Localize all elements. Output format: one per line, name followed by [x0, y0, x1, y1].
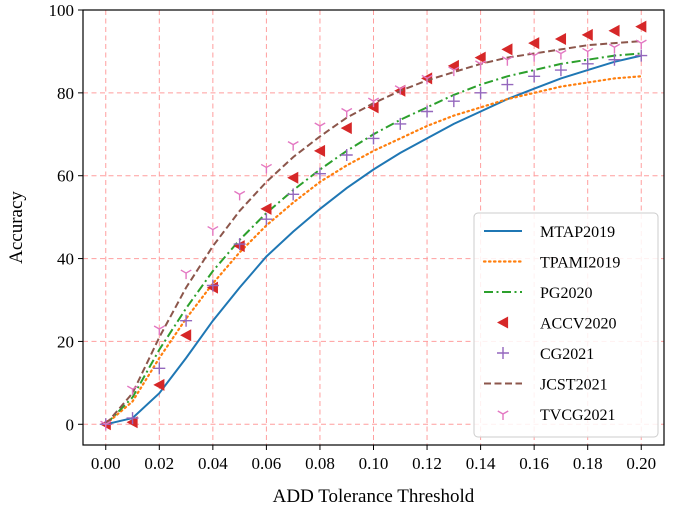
x-tick-label: 0.12 — [412, 454, 442, 473]
y-tick-label: 100 — [49, 1, 75, 20]
y-tick-label: 0 — [66, 415, 75, 434]
legend: MTAP2019 TPAMI2019 PG2020 ACCV2020 CG2021 JCS… — [473, 212, 659, 438]
x-tick-label: 0.06 — [252, 454, 282, 473]
accv2020-point — [501, 43, 513, 56]
cg2021-point — [635, 49, 648, 62]
accv2020-point — [554, 33, 567, 45]
x-tick-label: 0.00 — [91, 454, 121, 473]
cg2021-point — [447, 95, 460, 108]
legend-label-pg2020: PG2020 — [540, 285, 592, 302]
cg2021-point — [581, 57, 594, 70]
cg2021-point — [233, 238, 246, 251]
x-tick-label: 0.08 — [305, 454, 335, 473]
cg2021-point — [421, 105, 434, 118]
axis-ticks: 0.00 0.02 0.04 0.06 0.08 0.10 0.12 0.14 0.16 0.18… — [49, 1, 657, 473]
x-tick-label: 0.14 — [466, 454, 496, 473]
tvcg2021-point — [207, 225, 219, 236]
x-tick-label: 0.02 — [144, 454, 174, 473]
legend-label-jcst2021: JCST2021 — [540, 377, 608, 394]
legend-label-mtap2019: MTAP2019 — [540, 224, 615, 241]
accv2020-point — [474, 51, 486, 64]
tvcg2021-point — [448, 66, 460, 77]
tvcg2021-point — [501, 56, 513, 66]
cg2021-point — [501, 78, 514, 91]
legend-marker-cg2021 — [497, 347, 509, 359]
tvcg2021-point — [635, 39, 647, 50]
y-tick-label: 80 — [57, 84, 74, 103]
tvcg2021-point — [180, 269, 192, 280]
y-axis-title: Accuracy — [6, 191, 27, 264]
tvcg2021-point — [475, 60, 487, 70]
cg2021-point — [260, 213, 273, 226]
cg2021-point — [287, 188, 300, 201]
tvcg2021-point — [100, 420, 112, 431]
x-tick-label: 0.04 — [198, 454, 228, 473]
tvcg2021-point — [314, 122, 326, 132]
legend-label-cg2021: CG2021 — [540, 346, 594, 363]
tvcg2021-point — [394, 85, 406, 95]
legend-box — [473, 212, 659, 438]
cg2021-point — [126, 412, 139, 425]
accv2020-point — [313, 144, 326, 157]
y-tick-label: 40 — [57, 250, 74, 269]
tvcg2021-point — [260, 163, 272, 174]
cg2021-point — [394, 117, 407, 130]
legend-label-accv2020: ACCV2020 — [540, 316, 616, 333]
x-tick-label: 0.16 — [519, 454, 549, 473]
cg2021-point — [367, 132, 380, 145]
accv2020-point — [340, 122, 352, 135]
x-tick-label: 0.18 — [573, 454, 603, 473]
y-tick-label: 60 — [57, 167, 74, 186]
cg2021-point — [313, 167, 326, 180]
legend-marker-accv2020 — [497, 316, 509, 329]
accv2020-point — [153, 378, 165, 391]
tvcg2021-point — [555, 49, 567, 60]
tvcg2021-point — [153, 325, 165, 335]
tvcg2021-point — [341, 107, 353, 118]
tvcg2021-point — [528, 51, 540, 62]
tvcg2021-point — [367, 97, 380, 108]
tvcg2021-point — [234, 190, 246, 201]
cg2021-point — [554, 64, 567, 77]
tvcg2021-point — [126, 385, 139, 396]
cg2021-point — [608, 53, 621, 66]
y-tick-label: 20 — [57, 332, 74, 351]
accv2020-point — [608, 24, 620, 37]
cg2021-point — [206, 279, 219, 292]
cg2021-point — [153, 362, 166, 375]
legend-label-tvcg2021: TVCG2021 — [540, 407, 616, 424]
accv2020-point — [581, 28, 593, 41]
x-tick-label: 0.10 — [359, 454, 389, 473]
tpami2019-line — [104, 75, 643, 426]
cg2021-point — [474, 86, 487, 99]
accv2020-point — [180, 329, 192, 342]
accv2020-point — [528, 37, 540, 50]
mtap2019-line — [105, 54, 642, 426]
tvcg2021-point — [608, 43, 621, 54]
x-axis-title: ADD Tolerance Threshold — [273, 486, 475, 507]
legend-marker-tvcg2021 — [497, 410, 509, 420]
tvcg2021-point — [287, 141, 299, 151]
cg2021-point — [180, 314, 193, 327]
accv2020-point — [287, 171, 299, 184]
accv2020-point — [367, 101, 379, 114]
series-layer — [99, 20, 648, 431]
cg2021-point — [528, 70, 541, 83]
accv2020-point — [260, 202, 272, 215]
cg2021-point — [340, 149, 353, 161]
legend-label-tpami2019: TPAMI2019 — [540, 255, 620, 272]
tvcg2021-point — [582, 47, 594, 58]
accv2020-point — [635, 20, 647, 33]
tvcg2021-point — [421, 74, 433, 85]
x-tick-label: 0.20 — [626, 454, 656, 473]
